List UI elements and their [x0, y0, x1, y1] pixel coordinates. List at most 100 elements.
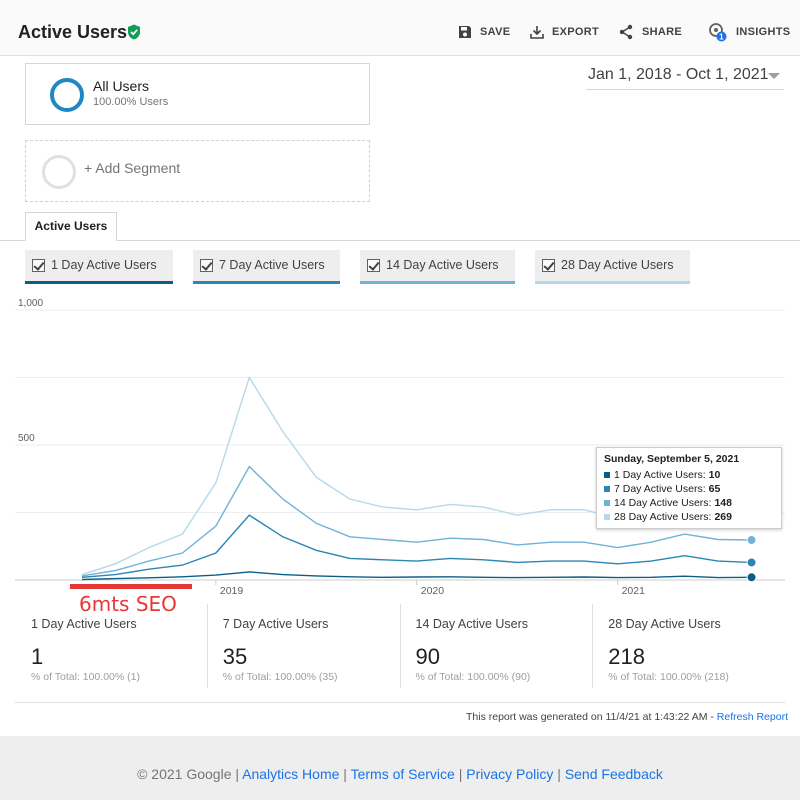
metric-toggle-14-day[interactable]: 14 Day Active Users	[360, 250, 515, 284]
metric-toggle-label: 1 Day Active Users	[51, 258, 157, 272]
summary-7-day: 7 Day Active Users 35 % of Total: 100.00…	[208, 604, 401, 688]
series-line-3	[81, 465, 752, 577]
tooltip-date: Sunday, September 5, 2021	[604, 453, 740, 465]
report-header: Active Users SAVE EXPORT	[0, 0, 800, 56]
segment-percent: 100.00% Users	[93, 96, 169, 108]
save-icon	[459, 26, 471, 38]
insights-button[interactable]: 1 INSIGHTS	[708, 22, 790, 42]
hover-point-2	[746, 557, 757, 568]
export-button[interactable]: EXPORT	[530, 22, 599, 42]
annotation-underline	[70, 584, 192, 589]
checkbox-icon[interactable]	[32, 259, 45, 272]
checkbox-icon[interactable]	[542, 259, 555, 272]
date-range-text: Jan 1, 2018 - Oct 1, 2021	[588, 66, 769, 83]
tooltip-row: 28 Day Active Users: 269	[604, 510, 774, 524]
summary-total: % of Total: 100.00% (35)	[222, 671, 338, 683]
report-generated-text: This report was generated on 11/4/21 at …	[466, 711, 717, 723]
annotation-label: 6mts SEO	[79, 592, 177, 616]
metric-toggle-7-day[interactable]: 7 Day Active Users	[193, 250, 340, 284]
summary-label: 1 Day Active Users	[31, 617, 137, 631]
tooltip-row: 14 Day Active Users: 148	[604, 496, 774, 510]
add-segment-label: + Add Segment	[84, 160, 181, 176]
summary-label: 7 Day Active Users	[222, 617, 329, 631]
summary-total: % of Total: 100.00% (1)	[31, 671, 140, 683]
summary-label: 28 Day Active Users	[608, 617, 721, 631]
tooltip-label: 14 Day Active Users:	[614, 497, 712, 509]
y-tick-label: 500	[18, 433, 35, 444]
footer-copyright: © 2021 Google	[137, 766, 232, 782]
metric-toggle-28-day[interactable]: 28 Day Active Users	[535, 250, 690, 284]
summary-value: 1	[31, 644, 44, 669]
insights-icon: 1	[709, 23, 727, 42]
export-icon	[530, 26, 544, 39]
tab-divider	[0, 240, 800, 241]
line-chart[interactable]: 1,000 500 2019 2020 2021	[15, 296, 785, 608]
page-title: Active Users	[18, 22, 128, 42]
tooltip-label: 7 Day Active Users:	[614, 483, 706, 495]
tooltip-row: 7 Day Active Users: 65	[604, 482, 774, 496]
refresh-report-link[interactable]: Refresh Report	[716, 711, 788, 723]
metric-toggle-label: 14 Day Active Users	[386, 258, 499, 272]
series-swatch	[604, 514, 610, 520]
metric-toggle-label: 28 Day Active Users	[561, 258, 674, 272]
checkbox-icon[interactable]	[367, 259, 380, 272]
tooltip-row: 1 Day Active Users: 10	[604, 468, 774, 482]
summary-divider	[15, 702, 785, 703]
footer-separator: |	[458, 766, 467, 782]
series-swatch	[604, 472, 610, 478]
footer-separator: |	[343, 766, 351, 782]
series-line-1	[81, 571, 752, 581]
tooltip-value: 10	[708, 469, 721, 481]
footer-link-feedback[interactable]: Send Feedback	[564, 766, 663, 782]
save-label: SAVE	[480, 26, 511, 38]
verified-shield-icon	[128, 24, 140, 40]
tooltip-label: 1 Day Active Users:	[614, 469, 706, 481]
tooltip-label: 28 Day Active Users:	[614, 511, 712, 523]
summary-total: % of Total: 100.00% (218)	[608, 671, 729, 683]
dropdown-arrow-icon	[768, 73, 780, 79]
summary-label: 14 Day Active Users	[415, 617, 529, 631]
summary-value: 90	[415, 644, 440, 669]
summary-14-day: 14 Day Active Users 90 % of Total: 100.0…	[401, 604, 594, 688]
checkbox-icon[interactable]	[200, 259, 213, 272]
footer-link-analytics-home[interactable]: Analytics Home	[242, 766, 340, 782]
summary-value: 35	[222, 644, 248, 669]
chart-tooltip: Sunday, September 5, 2021 1 Day Active U…	[596, 447, 782, 529]
tooltip-value: 148	[714, 497, 732, 509]
segment-name: All Users	[93, 78, 150, 94]
y-tick-label: 1,000	[18, 298, 43, 309]
share-label: SHARE	[642, 26, 683, 38]
hover-point-1	[746, 572, 757, 583]
x-tick-label: 2019	[220, 585, 244, 597]
page-footer: © 2021 Google | Analytics Home | Terms o…	[0, 766, 800, 782]
share-button[interactable]: SHARE	[618, 22, 682, 42]
footer-separator: |	[235, 766, 243, 782]
segment-all-users[interactable]: All Users 100.00% Users	[25, 63, 370, 125]
save-button[interactable]: SAVE	[458, 22, 510, 42]
metric-toggle-label: 7 Day Active Users	[219, 258, 325, 272]
tab-active-users[interactable]: Active Users	[25, 212, 117, 241]
summary-total: % of Total: 100.00% (90)	[415, 671, 531, 683]
tooltip-value: 269	[714, 511, 732, 523]
insights-label: INSIGHTS	[736, 26, 791, 38]
tooltip-value: 65	[708, 483, 721, 495]
export-label: EXPORT	[552, 26, 600, 38]
summary-1-day: 1 Day Active Users 1 % of Total: 100.00%…	[15, 604, 208, 688]
series-swatch	[604, 500, 610, 506]
metric-color-bar	[25, 281, 173, 284]
summary-metrics: 1 Day Active Users 1 % of Total: 100.00%…	[15, 604, 785, 688]
share-icon	[619, 24, 633, 40]
x-tick-label: 2020	[421, 585, 445, 597]
add-segment-button[interactable]: + Add Segment	[25, 140, 370, 202]
add-segment-ring-icon	[42, 155, 76, 189]
summary-value: 218	[608, 644, 645, 669]
footer-link-privacy[interactable]: Privacy Policy	[466, 766, 554, 782]
metric-color-bar	[360, 281, 515, 284]
footer-link-terms[interactable]: Terms of Service	[350, 766, 455, 782]
metric-toggle-1-day[interactable]: 1 Day Active Users	[25, 250, 173, 284]
metric-color-bar	[535, 281, 690, 284]
report-card: Active Users SAVE EXPORT	[0, 0, 800, 736]
date-range-picker[interactable]: Jan 1, 2018 - Oct 1, 2021	[586, 64, 784, 90]
series-line-2	[81, 514, 752, 578]
footer-separator: |	[557, 766, 565, 782]
